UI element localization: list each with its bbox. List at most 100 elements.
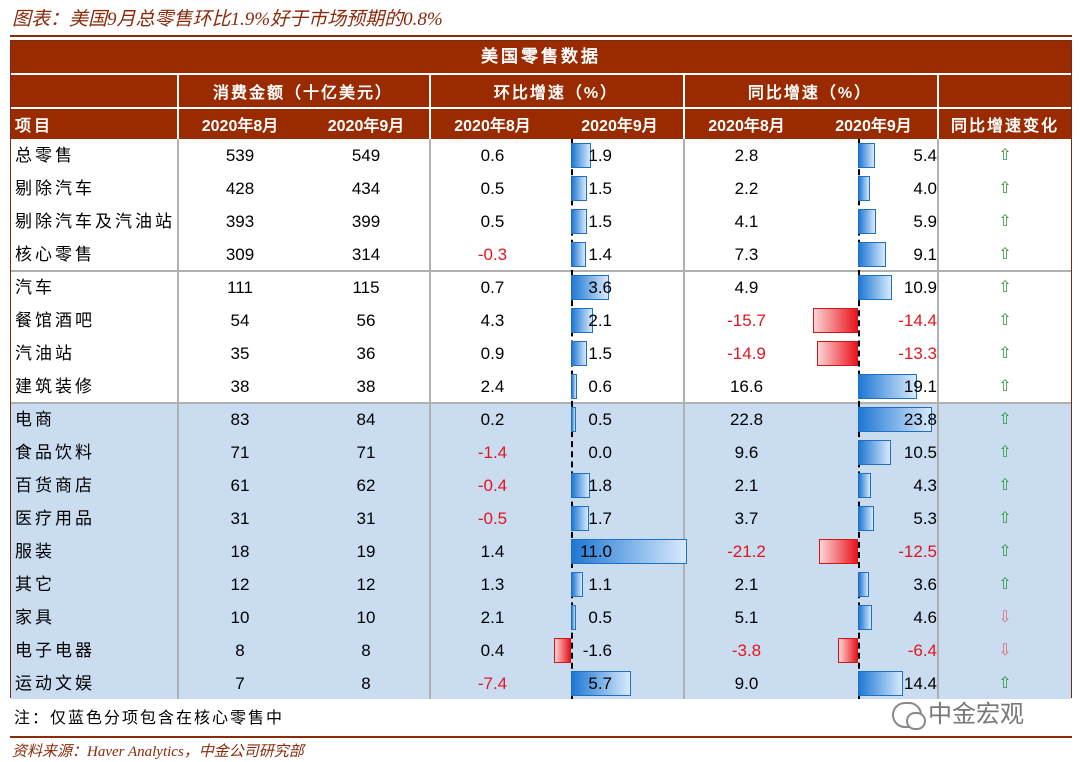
mom-sep-bar [571,176,587,201]
amt-sep-value: 12 [356,575,376,594]
row-item-name: 电商 [15,410,55,429]
mom-aug-value: 1.3 [480,575,505,594]
mom-aug-value: 0.7 [480,278,505,297]
amt-aug-value: 18 [230,542,250,561]
amt-sep-value: 115 [352,278,380,297]
header-divider [11,73,1071,75]
table-row: 剔除汽车及汽油站 393 399 0.5 1.5 4.1 5.9 ⇧ [11,205,1071,238]
amt-aug-value: 428 [225,179,255,198]
mom-aug-value: -0.4 [477,476,508,495]
mom-aug-value: 0.4 [480,641,505,660]
mom-sep-bar [571,407,577,432]
group-header-empty [11,75,177,107]
yoy-aug-value: 5.1 [734,608,759,627]
yoy-sep-value: -6.4 [907,641,937,660]
yoy-aug-value: 3.7 [734,509,759,528]
arrow-up-icon: ⇧ [998,246,1012,263]
yoy-sep-bar [858,242,887,267]
arrow-up-icon: ⇧ [998,378,1012,395]
mom-sep-value: 0.5 [588,608,612,627]
amt-aug-value: 83 [230,410,250,429]
yoy-sep-bar [816,341,858,366]
yoy-aug-value: 2.8 [734,146,759,165]
arrow-up-icon: ⇧ [998,411,1012,428]
row-item-name: 总零售 [15,146,75,165]
mom-sep-bar [571,572,583,597]
mom-sep-value: 0.5 [588,410,612,429]
watermark: 中金宏观 [892,700,1062,730]
yoy-sep-bar [858,440,891,465]
yoy-sep-value: 5.3 [913,509,937,528]
table-body: 总零售 539 549 0.6 1.9 2.8 5.4 ⇧ 剔除汽车 428 434 0.5 1.5 2.… [11,139,1071,699]
amt-sep-value: 399 [351,212,381,231]
yoy-sep-bar [858,605,873,630]
mom-sep-value: -1.6 [582,641,612,660]
amt-sep-value: 36 [356,344,376,363]
mom-sep-bar [571,275,609,300]
mom-aug-value: 4.3 [480,311,505,330]
mom-aug-value: 0.5 [480,212,505,231]
yoy-sep-bar [858,407,932,432]
arrow-up-icon: ⇧ [998,444,1012,461]
column-separator [429,139,431,699]
mom-aug-value: -0.3 [477,245,508,264]
arrow-down-icon: ⇩ [998,642,1012,659]
arrow-up-icon: ⇧ [998,180,1012,197]
arrow-up-icon: ⇧ [998,147,1012,164]
mom-aug-value: 0.5 [480,179,505,198]
amt-aug-value: 38 [230,377,250,396]
yoy-aug-value: 16.6 [729,377,764,396]
header-col-sep [177,109,179,139]
yoy-aug-value: 2.2 [734,179,759,198]
mom-sep-value: 0.0 [588,443,612,462]
yoy-sep-bar [858,473,872,498]
amt-aug-value: 35 [230,344,250,363]
yoy-sep-value: 4.6 [913,608,937,627]
mom-sep-value: 1.5 [588,179,612,198]
yoy-sep-value: 10.5 [903,443,937,462]
amt-sep-value: 71 [356,443,376,462]
amt-sep-value: 314 [351,245,381,264]
mom-sep-value: 1.5 [588,212,612,231]
table-row: 汽车 111 115 0.7 3.6 4.9 10.9 ⇧ [11,271,1071,304]
row-item-name: 汽油站 [15,344,75,363]
amt-sep-value: 8 [361,641,371,660]
table-row: 百货商店 61 62 -0.4 1.8 2.1 4.3 ⇧ [11,469,1071,502]
amt-sep-value: 84 [356,410,376,429]
column-separator [683,139,685,699]
amt-aug-value: 7 [235,674,245,693]
header-col-sep [937,109,939,139]
amt-sep-value: 62 [356,476,376,495]
mom-aug-value: -7.4 [477,674,508,693]
source-note: 资料来源：Haver Analytics，中金公司研究部 [12,744,304,760]
amt-sep-value: 31 [356,509,376,528]
row-item-name: 餐馆酒吧 [15,311,95,330]
table-row: 家具 10 10 2.1 0.5 5.1 4.6 ⇩ [11,601,1071,634]
amt-aug-value: 31 [230,509,250,528]
mom-aug-value: 2.1 [480,608,505,627]
yoy-aug-value: 9.0 [734,674,759,693]
table-row: 服装 18 19 1.4 11.0 -21.2 -12.5 ⇧ [11,535,1071,568]
yoy-sep-bar [858,671,903,696]
mom-sep-bar [571,671,631,696]
table-row: 其它 12 12 1.3 1.1 2.1 3.6 ⇧ [11,568,1071,601]
yoy-sep-value: 5.4 [913,146,937,165]
yoy-sep-bar [858,506,875,531]
header-col-sep [429,109,431,139]
mom-sep-bar [554,638,571,663]
header-col-sep [429,75,431,107]
mom-sep-bar [571,539,687,564]
table-row: 核心零售 309 314 -0.3 1.4 7.3 9.1 ⇧ [11,238,1071,271]
watermark-text: 中金宏观 [928,701,1024,728]
table-row: 食品饮料 71 71 -1.4 0.0 9.6 10.5 ⇧ [11,436,1071,469]
row-item-name: 服装 [15,542,55,561]
amt-sep-value: 56 [356,311,376,330]
group-separator [11,270,1071,272]
mom-sep-value: 1.4 [588,245,612,264]
bottom-rule [10,736,1072,738]
group-header-row: 消费金额（十亿美元） 环比增速（%） 同比增速（%） [11,75,1071,107]
mom-sep-value: 1.9 [588,146,612,165]
col-header-yoy-change: 同比增速变化 [950,118,1059,135]
yoy-sep-value: 19.1 [903,377,937,396]
col-header-amt-aug: 2020年8月 [201,118,279,135]
